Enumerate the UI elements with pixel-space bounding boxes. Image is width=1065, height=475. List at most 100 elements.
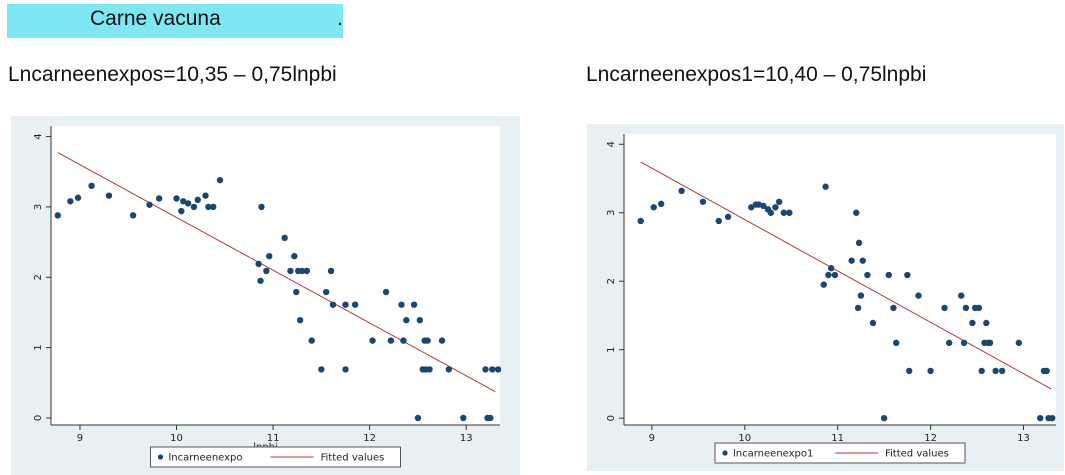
data-point xyxy=(387,337,395,344)
x-tick-label: 9 xyxy=(649,433,655,444)
data-point xyxy=(825,271,832,279)
data-point xyxy=(489,366,496,373)
data-point xyxy=(760,202,767,210)
data-point xyxy=(318,366,325,373)
data-point xyxy=(854,304,862,312)
data-point xyxy=(859,257,866,264)
data-point xyxy=(650,204,657,211)
data-point xyxy=(351,301,359,308)
data-point xyxy=(1043,367,1050,375)
data-point xyxy=(410,301,418,308)
data-point xyxy=(724,213,732,221)
scatter-chart-right: 01234910111213lnpbilncarneenexpo1Fitted … xyxy=(587,124,1064,471)
x-tick-label: 10 xyxy=(738,433,751,444)
data-point xyxy=(438,337,446,344)
data-point xyxy=(400,337,407,344)
data-point xyxy=(958,292,965,299)
data-point xyxy=(494,366,502,373)
data-point xyxy=(827,265,835,272)
data-point xyxy=(786,209,793,216)
data-point xyxy=(190,203,198,211)
data-point xyxy=(983,319,990,327)
data-point xyxy=(445,366,453,373)
data-point xyxy=(194,196,201,204)
data-point xyxy=(1049,414,1056,422)
x-tick-label: 10 xyxy=(170,433,183,444)
data-point xyxy=(202,192,209,199)
legend-marker-points xyxy=(157,454,164,460)
fitted-line xyxy=(57,152,496,393)
data-point xyxy=(880,414,888,422)
data-point xyxy=(327,267,335,275)
data-point xyxy=(1015,339,1023,347)
data-point xyxy=(105,192,113,199)
plot-area xyxy=(51,126,500,425)
equation-left: Lncarneenexpos=10,35 – 0,75lnpbi xyxy=(8,63,337,86)
data-point xyxy=(482,366,489,373)
y-tick-label: 0 xyxy=(33,415,44,421)
data-point xyxy=(998,367,1006,375)
x-tick-label: 12 xyxy=(924,433,937,444)
data-point xyxy=(210,203,217,211)
header-title: Carne vacuna xyxy=(90,7,221,30)
data-point xyxy=(382,288,390,296)
data-point xyxy=(414,414,422,422)
data-point xyxy=(855,239,863,247)
data-point xyxy=(342,301,349,308)
data-point xyxy=(853,209,860,216)
legend-marker-points xyxy=(722,450,728,456)
data-point xyxy=(969,319,976,327)
header-trailing-dot: . xyxy=(337,7,343,30)
data-point xyxy=(460,414,467,422)
data-point xyxy=(255,260,262,268)
data-point xyxy=(657,200,665,208)
scatter-chart-left: 01234910111213lnpbilncarneenexpoFitted v… xyxy=(11,116,520,475)
y-tick-label: 3 xyxy=(606,210,617,216)
data-point xyxy=(293,288,300,296)
data-point xyxy=(978,367,985,375)
data-point xyxy=(772,204,779,211)
data-point xyxy=(864,271,871,279)
data-point xyxy=(857,292,865,299)
data-point xyxy=(155,195,163,202)
y-tick-label: 3 xyxy=(33,204,44,210)
data-point xyxy=(308,337,315,344)
data-point xyxy=(180,198,187,205)
y-tick-label: 4 xyxy=(33,133,44,139)
data-point xyxy=(848,257,855,264)
legend-label-fit: Fitted values xyxy=(321,453,385,464)
data-point xyxy=(487,414,494,422)
data-point xyxy=(263,267,270,275)
data-point xyxy=(945,339,953,347)
data-point xyxy=(88,182,95,189)
data-point xyxy=(906,367,913,375)
x-tick-label: 11 xyxy=(831,433,844,444)
data-point xyxy=(287,267,294,275)
data-point xyxy=(941,304,948,312)
data-point xyxy=(1037,414,1044,422)
data-point xyxy=(74,194,82,201)
legend-label-points: lncarneenexpo xyxy=(169,453,243,464)
data-point xyxy=(820,281,827,288)
data-point xyxy=(291,252,298,260)
data-point xyxy=(403,316,410,324)
header-band xyxy=(7,4,343,38)
y-tick-label: 2 xyxy=(606,278,617,284)
data-point xyxy=(281,234,288,242)
fitted-line xyxy=(640,161,1052,390)
data-point xyxy=(184,200,192,207)
data-point xyxy=(54,212,61,219)
data-point xyxy=(322,288,330,296)
data-point xyxy=(767,209,774,216)
x-tick-label: 9 xyxy=(77,433,83,444)
data-point xyxy=(329,301,337,308)
data-point xyxy=(890,304,897,312)
data-point xyxy=(342,366,349,373)
data-point xyxy=(67,198,74,205)
y-tick-label: 2 xyxy=(33,274,44,280)
data-point xyxy=(927,367,934,375)
data-point xyxy=(678,187,685,195)
data-point xyxy=(257,277,264,284)
x-tick-label: 12 xyxy=(363,433,376,444)
data-point xyxy=(986,339,994,347)
